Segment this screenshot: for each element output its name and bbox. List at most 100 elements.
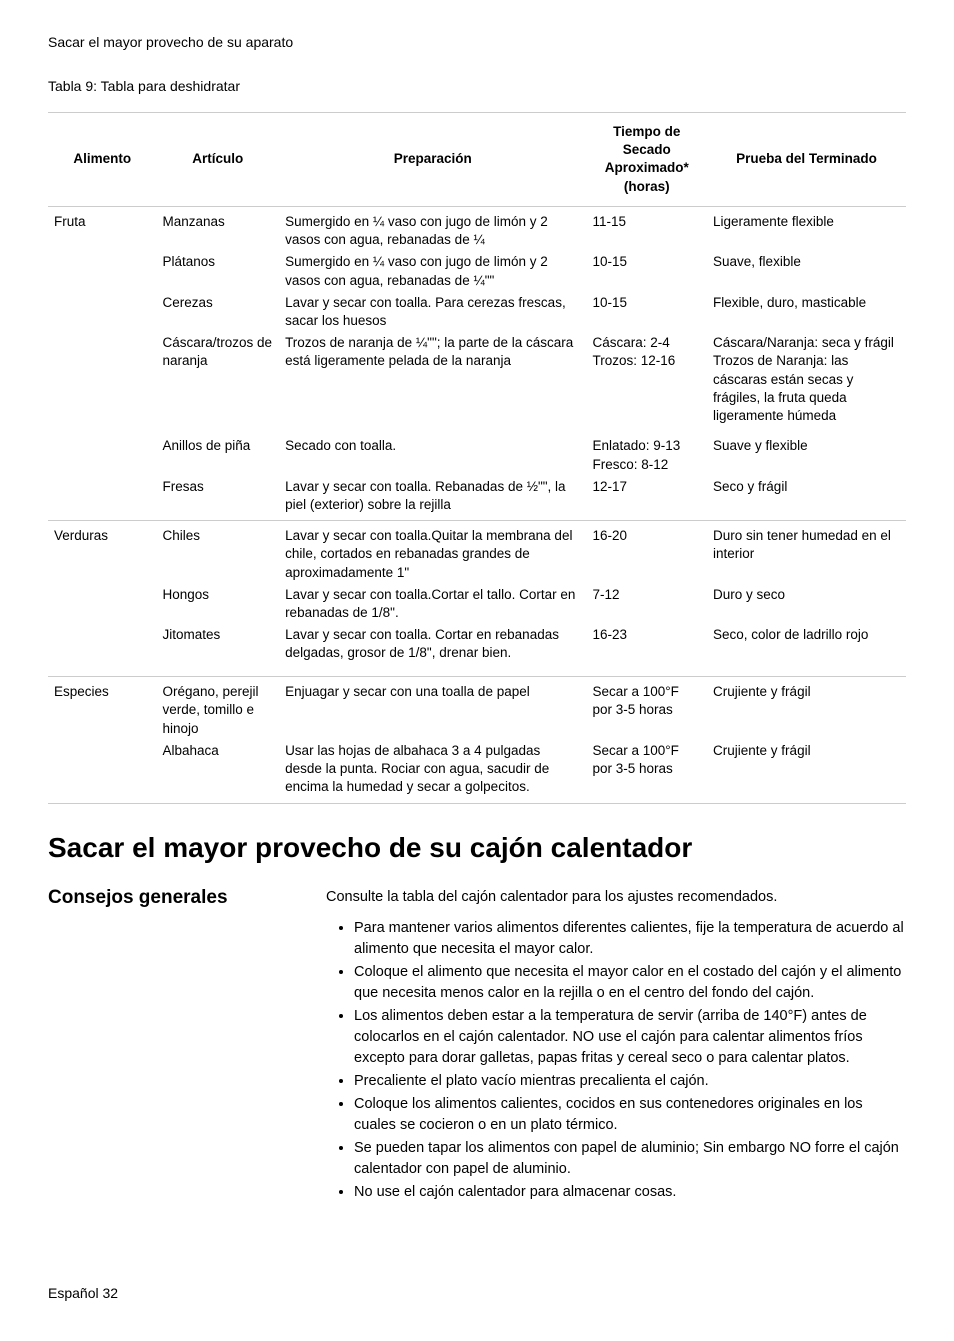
left-column: Consejos generales — [48, 887, 326, 1205]
table-row: EspeciesOrégano, perejil verde, tomillo … — [48, 677, 906, 740]
cell-prep: Lavar y secar con toalla. Cortar en reba… — [279, 624, 586, 668]
cell-time: 12-17 — [586, 476, 707, 521]
cell-time: 7-12 — [586, 584, 707, 624]
spacer-cell — [157, 427, 280, 435]
tip-item: Para mantener varios alimentos diferente… — [354, 918, 906, 960]
cell-item: Chiles — [157, 521, 280, 584]
th-prep: Preparación — [279, 113, 586, 207]
cell-test: Suave y flexible — [707, 435, 906, 475]
cell-food — [48, 332, 157, 427]
th-food: Alimento — [48, 113, 157, 207]
th-test: Prueba del Terminado — [707, 113, 906, 207]
intro-line: Consulte la tabla del cajón calentador p… — [326, 887, 906, 908]
cell-food — [48, 584, 157, 624]
cell-prep: Lavar y secar con toalla.Cortar el tallo… — [279, 584, 586, 624]
section-title: Sacar el mayor provecho de su cajón cale… — [48, 830, 906, 865]
spacer-cell — [48, 427, 157, 435]
cell-food — [48, 476, 157, 521]
table-row: PlátanosSumergido en ¼ vaso con jugo de … — [48, 251, 906, 291]
cell-food — [48, 624, 157, 668]
two-column-section: Consejos generales Consulte la tabla del… — [48, 887, 906, 1205]
cell-prep: Lavar y secar con toalla. Rebanadas de ½… — [279, 476, 586, 521]
subheading: Consejos generales — [48, 887, 326, 909]
dehydrate-table: Alimento Artículo Preparación Tiempo de … — [48, 112, 906, 804]
table-header-row: Alimento Artículo Preparación Tiempo de … — [48, 113, 906, 207]
cell-item: Jitomates — [157, 624, 280, 668]
cell-prep: Sumergido en ¼ vaso con jugo de limón y … — [279, 251, 586, 291]
cell-item: Plátanos — [157, 251, 280, 291]
cell-prep: Usar las hojas de albahaca 3 a 4 pulgada… — [279, 740, 586, 803]
th-time: Tiempo de Secado Aproximado* (horas) — [586, 113, 707, 207]
right-column: Consulte la tabla del cajón calentador p… — [326, 887, 906, 1205]
cell-item: Albahaca — [157, 740, 280, 803]
page: Sacar el mayor provecho de su aparato Ta… — [0, 0, 954, 1341]
table-body: FrutaManzanasSumergido en ¼ vaso con jug… — [48, 206, 906, 803]
cell-prep: Lavar y secar con toalla. Para cerezas f… — [279, 292, 586, 332]
cell-test: Seco, color de ladrillo rojo — [707, 624, 906, 668]
cell-time: 16-23 — [586, 624, 707, 668]
cell-prep: Lavar y secar con toalla.Quitar la membr… — [279, 521, 586, 584]
table-row: HongosLavar y secar con toalla.Cortar el… — [48, 584, 906, 624]
cell-test: Cáscara/Naranja: seca y frágil Trozos de… — [707, 332, 906, 427]
spacer-cell — [279, 669, 586, 677]
table-row: Cáscara/trozos de naranjaTrozos de naran… — [48, 332, 906, 427]
cell-test: Ligeramente flexible — [707, 206, 906, 251]
cell-time: Cáscara: 2-4 Trozos: 12-16 — [586, 332, 707, 427]
tip-item: Coloque los alimentos calientes, cocidos… — [354, 1094, 906, 1136]
table-row: FresasLavar y secar con toalla. Rebanada… — [48, 476, 906, 521]
cell-time: 16-20 — [586, 521, 707, 584]
cell-test: Flexible, duro, masticable — [707, 292, 906, 332]
table-row: VerdurasChilesLavar y secar con toalla.Q… — [48, 521, 906, 584]
tip-item: No use el cajón calentador para almacena… — [354, 1182, 906, 1203]
spacer-cell — [157, 669, 280, 677]
tip-item: Se pueden tapar los alimentos con papel … — [354, 1138, 906, 1180]
table-row: JitomatesLavar y secar con toalla. Corta… — [48, 624, 906, 668]
th-item: Artículo — [157, 113, 280, 207]
table-row: FrutaManzanasSumergido en ¼ vaso con jug… — [48, 206, 906, 251]
cell-test: Duro y seco — [707, 584, 906, 624]
spacer-cell — [586, 427, 707, 435]
table-row: AlbahacaUsar las hojas de albahaca 3 a 4… — [48, 740, 906, 803]
cell-food: Verduras — [48, 521, 157, 584]
spacer-cell — [707, 669, 906, 677]
cell-time: 10-15 — [586, 292, 707, 332]
cell-item: Cerezas — [157, 292, 280, 332]
running-head: Sacar el mayor provecho de su aparato — [48, 34, 906, 50]
cell-time: 10-15 — [586, 251, 707, 291]
cell-food: Especies — [48, 677, 157, 740]
table-row: Anillos de piñaSecado con toalla.Enlatad… — [48, 435, 906, 475]
table-row: CerezasLavar y secar con toalla. Para ce… — [48, 292, 906, 332]
cell-prep: Trozos de naranja de ¼""; la parte de la… — [279, 332, 586, 427]
cell-food — [48, 435, 157, 475]
cell-item: Orégano, perejil verde, tomillo e hinojo — [157, 677, 280, 740]
page-footer: Español 32 — [48, 1285, 906, 1301]
table-spacer-row — [48, 427, 906, 435]
cell-test: Duro sin tener humedad en el interior — [707, 521, 906, 584]
tip-item: Los alimentos deben estar a la temperatu… — [354, 1006, 906, 1069]
cell-food — [48, 251, 157, 291]
cell-prep: Secado con toalla. — [279, 435, 586, 475]
cell-food — [48, 292, 157, 332]
cell-time: Secar a 100°F por 3-5 horas — [586, 677, 707, 740]
table-spacer-row — [48, 669, 906, 677]
cell-prep: Enjuagar y secar con una toalla de papel — [279, 677, 586, 740]
spacer-cell — [707, 427, 906, 435]
cell-time: 11-15 — [586, 206, 707, 251]
cell-time: Secar a 100°F por 3-5 horas — [586, 740, 707, 803]
table-caption: Tabla 9: Tabla para deshidratar — [48, 78, 906, 94]
cell-item: Fresas — [157, 476, 280, 521]
cell-test: Crujiente y frágil — [707, 740, 906, 803]
tip-item: Precaliente el plato vacío mientras prec… — [354, 1071, 906, 1092]
cell-time: Enlatado: 9-13 Fresco: 8-12 — [586, 435, 707, 475]
cell-food: Fruta — [48, 206, 157, 251]
cell-food — [48, 740, 157, 803]
spacer-cell — [586, 669, 707, 677]
cell-test: Seco y frágil — [707, 476, 906, 521]
cell-test: Crujiente y frágil — [707, 677, 906, 740]
cell-prep: Sumergido en ¼ vaso con jugo de limón y … — [279, 206, 586, 251]
cell-item: Manzanas — [157, 206, 280, 251]
spacer-cell — [279, 427, 586, 435]
tip-item: Coloque el alimento que necesita el mayo… — [354, 962, 906, 1004]
spacer-cell — [48, 669, 157, 677]
cell-item: Cáscara/trozos de naranja — [157, 332, 280, 427]
